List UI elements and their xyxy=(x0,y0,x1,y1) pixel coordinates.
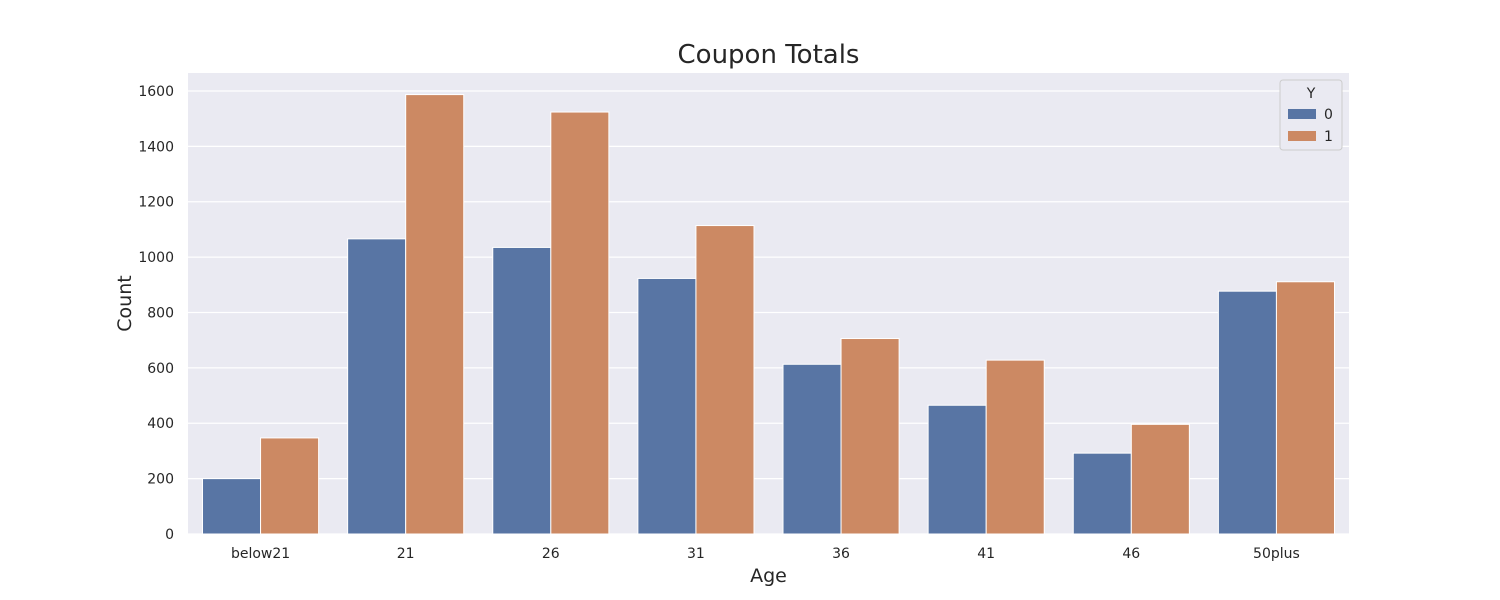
y-tick-label: 1000 xyxy=(138,250,174,266)
y-tick-label: 400 xyxy=(147,416,174,432)
bar-50plus-y1 xyxy=(1275,281,1335,535)
x-tick-label: 26 xyxy=(542,546,560,562)
chart-title: Coupon Totals xyxy=(678,40,860,70)
x-tick-label: 41 xyxy=(977,546,995,562)
x-tick-label: 36 xyxy=(832,546,850,562)
bar-46-y0 xyxy=(1072,452,1132,535)
legend-swatch-1 xyxy=(1288,131,1316,141)
bar-31-y0 xyxy=(637,277,697,535)
legend-label-0: 0 xyxy=(1324,107,1333,123)
x-tick-label: 31 xyxy=(687,546,705,562)
y-axis-title: Count xyxy=(114,275,136,331)
y-tick-label: 800 xyxy=(147,305,174,321)
x-tick-labels: below21 21 26 31 36 41 46 50plus xyxy=(231,546,1300,562)
y-tick-label: 1400 xyxy=(138,139,174,155)
y-tick-labels: 0 200 400 600 800 1000 1200 1400 1600 xyxy=(138,84,174,543)
y-tick-label: 1600 xyxy=(138,84,174,100)
bar-31-y1 xyxy=(695,225,755,535)
bars xyxy=(202,94,1335,535)
bar-below21-y1 xyxy=(260,437,320,535)
bar-21-y0 xyxy=(347,238,407,535)
bar-below21-y0 xyxy=(202,478,262,535)
bar-46-y1 xyxy=(1130,423,1190,535)
x-axis-title: Age xyxy=(750,565,787,587)
bar-36-y0 xyxy=(782,363,842,535)
bar-41-y1 xyxy=(985,359,1045,535)
x-tick-label: 50plus xyxy=(1253,546,1300,562)
x-tick-label: below21 xyxy=(231,546,290,562)
bar-21-y1 xyxy=(405,94,465,535)
bar-41-y0 xyxy=(927,404,987,535)
y-tick-label: 200 xyxy=(147,472,174,488)
legend-title: Y xyxy=(1306,86,1316,102)
legend-label-1: 1 xyxy=(1324,129,1333,145)
x-tick-label: 46 xyxy=(1122,546,1140,562)
bar-26-y0 xyxy=(492,246,552,535)
y-tick-label: 600 xyxy=(147,361,174,377)
y-tick-label: 1200 xyxy=(138,195,174,211)
legend-swatch-0 xyxy=(1288,109,1316,119)
bar-26-y1 xyxy=(550,111,610,535)
legend: Y 0 1 xyxy=(1279,79,1343,151)
bar-36-y1 xyxy=(840,338,900,535)
y-tick-label: 0 xyxy=(165,527,174,543)
x-tick-label: 21 xyxy=(397,546,415,562)
bar-50plus-y0 xyxy=(1217,290,1277,535)
